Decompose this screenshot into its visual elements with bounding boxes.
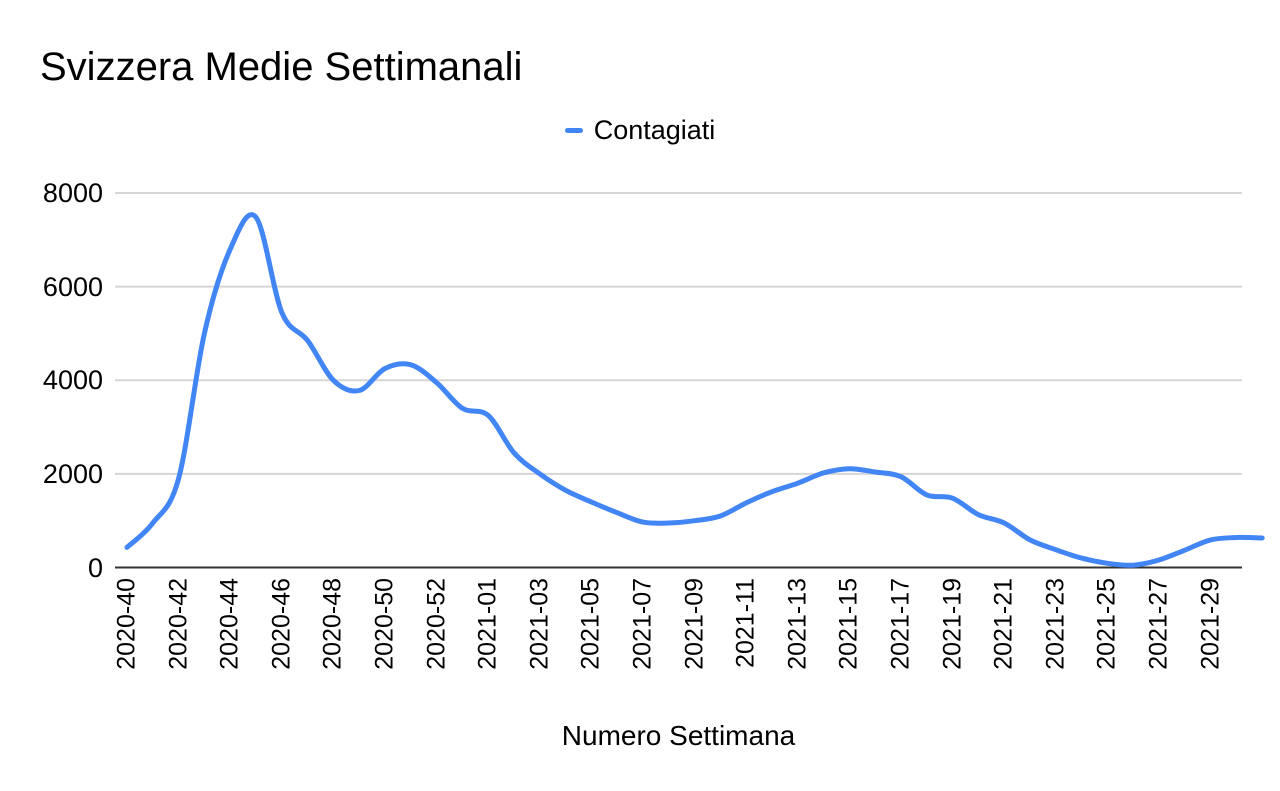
x-tick-label: 2020-40 (112, 578, 141, 670)
x-axis-title: Numero Settimana (561, 720, 796, 751)
x-tick-label: 2021-01 (473, 578, 502, 670)
x-tick-label: 2021-17 (886, 578, 915, 670)
x-tick-label: 2021-07 (628, 578, 657, 670)
x-tick-label: 2021-15 (834, 578, 863, 670)
x-tick-label: 2021-23 (1041, 578, 1070, 670)
legend: Contagiati (0, 114, 1280, 146)
x-tick-label: 2021-13 (783, 578, 812, 670)
x-tick-label: 2021-29 (1196, 578, 1225, 670)
x-tick-label: 2021-09 (680, 578, 709, 670)
x-tick-label: 2021-27 (1144, 578, 1173, 670)
x-tick-label: 2020-50 (370, 578, 399, 670)
y-tick-label: 6000 (42, 271, 103, 302)
x-tick-label: 2021-11 (731, 578, 760, 668)
x-tick-label: 2020-48 (318, 578, 347, 670)
x-tick-label: 2020-46 (267, 578, 296, 670)
chart-title: Svizzera Medie Settimanali (40, 45, 523, 89)
x-tick-label: 2021-25 (1092, 578, 1121, 670)
y-tick-label: 4000 (42, 365, 103, 396)
legend-swatch-icon (564, 127, 583, 133)
x-tick-label: 2020-42 (164, 578, 193, 670)
x-tick-label: 2021-21 (989, 578, 1018, 670)
y-tick-label: 8000 (42, 178, 103, 208)
legend-item-contagiati[interactable]: Contagiati (564, 114, 716, 146)
legend-label: Contagiati (593, 114, 716, 145)
x-tick-label: 2021-05 (576, 578, 605, 670)
y-tick-label: 0 (87, 552, 103, 583)
series-line-contagiati (124, 212, 1265, 568)
x-tick-label: 2020-44 (215, 578, 244, 670)
x-tick-label: 2020-52 (422, 578, 451, 670)
y-tick-label: 2000 (42, 458, 103, 489)
x-tick-label: 2021-03 (525, 578, 554, 670)
x-tick-label: 2021-19 (938, 578, 967, 670)
